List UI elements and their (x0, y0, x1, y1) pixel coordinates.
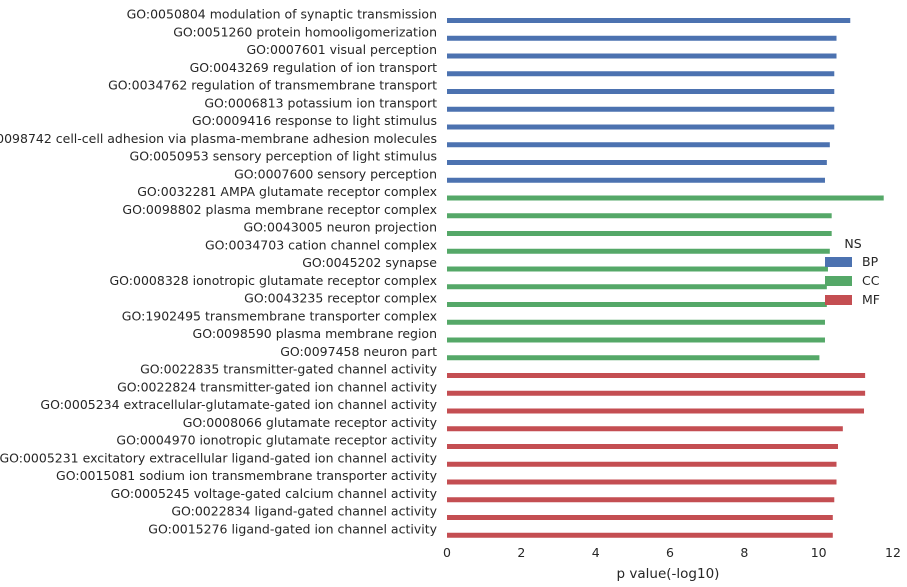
category-label: GO:0043005 neuron projection (243, 220, 437, 235)
category-label: GO:0050953 sensory perception of light s… (130, 149, 437, 164)
category-label: GO:0007601 visual perception (246, 42, 437, 57)
category-labels: GO:0050804 modulation of synaptic transm… (0, 7, 438, 537)
category-label: GO:0051260 protein homooligomerization (173, 24, 437, 39)
category-label: GO:0008328 ionotropic glutamate receptor… (110, 273, 438, 288)
legend-swatch-cc (825, 276, 852, 286)
bar-mf (447, 479, 837, 485)
bar-bp (447, 142, 830, 148)
category-label: GO:1902495 transmembrane transporter com… (122, 308, 437, 323)
bar-mf (447, 497, 835, 503)
x-tick-label: 6 (666, 545, 674, 560)
bar-cc (447, 319, 825, 325)
category-label: GO:0098590 plasma membrane region (193, 326, 437, 341)
category-label: GO:0015081 sodium ion transmembrane tran… (56, 468, 438, 483)
x-tick-label: 4 (592, 545, 600, 560)
bar-bp (447, 106, 835, 112)
legend-label-cc: CC (862, 273, 880, 288)
category-label: GO:0032281 AMPA glutamate receptor compl… (137, 184, 437, 199)
bar-mf (447, 532, 833, 538)
category-label: GO:0098802 plasma membrane receptor comp… (122, 202, 437, 217)
category-label: GO:0098742 cell-cell adhesion via plasma… (0, 131, 437, 146)
category-label: GO:0009416 response to light stimulus (192, 113, 437, 128)
category-label: GO:0008066 glutamate receptor activity (183, 415, 438, 430)
bar-bp (447, 89, 835, 94)
x-tick-label: 2 (517, 545, 525, 560)
legend-title: NS (844, 236, 861, 251)
bar-cc (447, 195, 884, 201)
x-tick-label: 8 (740, 545, 748, 560)
category-label: GO:0043269 regulation of ion transport (190, 60, 438, 75)
bar-cc (447, 266, 828, 272)
bar-mf (447, 461, 837, 467)
legend-label-bp: BP (862, 254, 879, 269)
bar-bp (447, 71, 835, 77)
bar-bp (447, 35, 837, 41)
category-label: GO:0050804 modulation of synaptic transm… (127, 7, 437, 22)
category-label: GO:0045202 synapse (302, 255, 437, 270)
category-label: GO:0022834 ligand-gated channel activity (171, 504, 437, 519)
bar-mf (447, 373, 866, 378)
bar-mf (447, 515, 833, 520)
legend-swatch-mf (825, 295, 852, 305)
category-label: GO:0005234 extracellular-glutamate-gated… (40, 397, 437, 412)
legend-label-mf: MF (862, 292, 880, 307)
bar-mf (447, 444, 838, 449)
legend: NS BP CC MF (825, 236, 880, 307)
x-tick-label: 12 (885, 545, 901, 560)
category-label: GO:0097458 neuron part (280, 344, 437, 359)
category-label: GO:0034703 cation channel complex (205, 237, 437, 252)
x-tick-label: 10 (811, 545, 827, 560)
bar-cc (447, 231, 832, 236)
bar-cc (447, 302, 827, 307)
category-label: GO:0034762 regulation of transmembrane t… (108, 78, 437, 93)
bar-bp (447, 53, 837, 59)
bar-mf (447, 408, 865, 414)
bar-cc (447, 337, 825, 343)
category-label: GO:0043235 receptor complex (244, 291, 437, 306)
category-label: GO:0007600 sensory perception (234, 166, 437, 181)
bars (447, 18, 884, 538)
category-label: GO:0022824 transmitter-gated ion channel… (117, 379, 438, 394)
legend-swatch-bp (825, 257, 852, 267)
bar-bp (447, 160, 827, 165)
category-label: GO:0005245 voltage-gated calcium channel… (111, 486, 438, 501)
x-tick-label: 0 (443, 545, 451, 560)
bar-bp (447, 18, 851, 23)
bar-cc (447, 213, 832, 219)
category-label: GO:0005231 excitatory extracellular liga… (0, 450, 438, 465)
bar-bp (447, 124, 835, 130)
x-axis-ticks: 0 2 4 6 8 10 12 (443, 545, 901, 560)
category-label: GO:0015276 ligand-gated ion channel acti… (148, 521, 437, 536)
bar-cc (447, 248, 830, 254)
x-axis-title: p value(-log10) (617, 566, 720, 582)
category-label: GO:0004970 ionotropic glutamate receptor… (116, 433, 437, 448)
bar-cc (447, 284, 827, 290)
bar-bp (447, 177, 825, 183)
category-label: GO:0022835 transmitter-gated channel act… (140, 362, 437, 377)
bar-mf (447, 426, 843, 432)
bar-mf (447, 390, 866, 396)
bar-cc (447, 355, 820, 361)
category-label: GO:0006813 potassium ion transport (204, 95, 437, 110)
